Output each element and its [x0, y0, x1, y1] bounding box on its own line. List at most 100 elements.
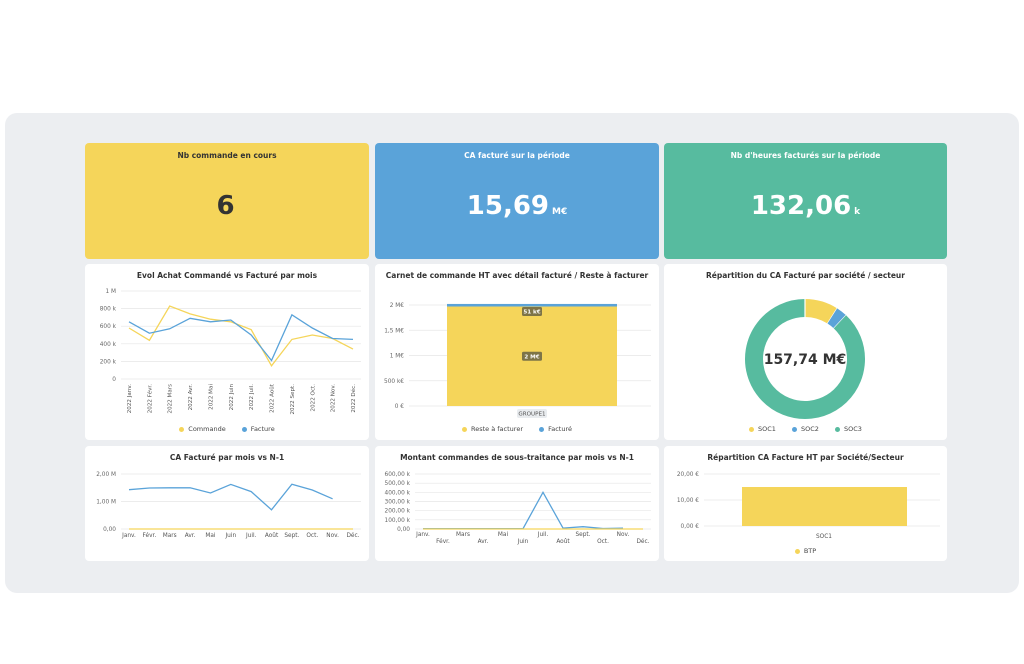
x-tick-label: Avr. — [478, 539, 489, 545]
x-tick-label: Déc. — [636, 538, 649, 545]
y-tick-label: 300,00 k — [385, 500, 411, 506]
y-tick-label: 2,00 M — [96, 472, 116, 478]
data-label-bg — [522, 307, 542, 317]
kpi-card-revenue[interactable]: CA facturé sur la période 15,69 M€ — [375, 143, 659, 259]
y-tick-label: 200 k — [100, 359, 117, 365]
series-line — [128, 313, 354, 362]
legend-item[interactable]: SOC1 — [749, 425, 776, 433]
subcontracting-line-chart: 600,00 k 500,00 k 400,00 k 300,00 k 200,00 k… — [385, 472, 651, 545]
revenue-donut-chart: 157,74 M€ — [745, 299, 865, 419]
kpi-card-orders[interactable]: Nb commande en cours 6 — [85, 143, 369, 259]
kpi-title: CA facturé sur la période — [464, 151, 570, 160]
chart-card-monthly-revenue[interactable]: CA Facturé par mois vs N-1 2,00 M 1,00 M 0… — [85, 446, 369, 561]
chart-card-revenue-split[interactable]: Répartition du CA Facturé par société / … — [664, 264, 947, 440]
x-tick-label: Juin — [224, 533, 236, 539]
y-tick-label: 1,5 M€ — [384, 328, 404, 334]
y-tick-label: 600,00 k — [385, 472, 411, 478]
chart-card-purchases[interactable]: Evol Achat Commandé vs Facturé par mois … — [85, 264, 369, 440]
x-tick-label: Déc. — [346, 532, 359, 539]
x-tick-label: Sept. — [575, 532, 590, 538]
legend-dot — [792, 426, 798, 432]
chart-card-revenue-by-company[interactable]: Répartition CA Facture HT par Société/Se… — [664, 446, 947, 561]
dashboard-board: Nb commande en cours 6 CA facturé sur la… — [5, 113, 1019, 593]
y-tick-label: 1,00 M — [96, 500, 116, 506]
kpi-title: Nb d'heures facturés sur la période — [730, 151, 881, 160]
y-tick-label: 200,00 k — [385, 509, 411, 515]
legend-dot — [179, 426, 185, 432]
x-tick-label: Juil. — [245, 533, 257, 539]
y-tick-label: 1 M€ — [390, 354, 405, 360]
legend-item[interactable]: Reste à facturer — [462, 425, 523, 433]
x-tick-label: Févr. — [143, 532, 157, 539]
x-tick-label: Mai — [498, 532, 509, 538]
y-tick-label: 2 M€ — [390, 303, 405, 309]
series-line — [128, 305, 354, 367]
chart-title: Répartition du CA Facturé par société / … — [706, 271, 905, 280]
y-tick-label: 0 € — [395, 404, 405, 410]
x-tick-label: Janv. — [415, 532, 430, 538]
x-tick-label: Mars — [163, 533, 177, 539]
y-tick-label: 20,00 € — [677, 472, 699, 478]
y-tick-label: 1 M — [105, 289, 116, 295]
x-tick-label: Juil. — [537, 532, 549, 538]
y-tick-label: 800 k — [100, 307, 117, 313]
y-tick-label: 0,00 — [103, 527, 116, 533]
x-tick-label: Mars — [456, 532, 470, 538]
y-tick-label: 500,00 k — [385, 481, 411, 487]
legend-dot — [835, 426, 841, 432]
donut-center-label: 157,74 M€ — [764, 352, 847, 368]
x-tick-label: GROUPE1 — [518, 412, 546, 418]
x-tick-label: Oct. — [597, 539, 609, 545]
x-tick-label: Févr. — [436, 538, 450, 545]
legend-dot — [539, 426, 545, 432]
x-tick-label: Nov. — [617, 532, 630, 538]
x-tick-label: 2022 Août — [269, 383, 276, 413]
x-tick-label: Avr. — [185, 533, 196, 539]
legend-item[interactable]: Commande — [179, 425, 226, 433]
data-label: 2 M€ — [524, 354, 539, 360]
x-tick-label: 2022 Avr. — [188, 384, 194, 411]
y-tick-label: 0,00 € — [681, 524, 700, 530]
kpi-value: 15,69 M€ — [466, 191, 568, 221]
chart-card-subcontracting[interactable]: Montant commandes de sous-traitance par … — [375, 446, 659, 561]
x-tick-label: Oct. — [306, 533, 318, 539]
y-tick-label: 100,00 k — [385, 518, 411, 524]
legend-item[interactable]: BTP — [794, 547, 816, 555]
chart-title: Evol Achat Commandé vs Facturé par mois — [136, 271, 318, 280]
chart-title: Carnet de commande HT avec détail factur… — [385, 271, 649, 280]
kpi-card-hours[interactable]: Nb d'heures facturés sur la période 132,… — [664, 143, 947, 259]
purchases-line-chart: 1 M 800 k 600 k 400 k 200 k 0 2022 Janv. 2022 F… — [100, 289, 361, 415]
x-tick-label: 2022 Oct. — [310, 384, 316, 412]
order-book-bar-chart: 2 M€ 1,5 M€ 1 M€ 500 k€ 0 € 51 k€ 2 M€ GROUPE1 — [384, 303, 651, 418]
revenue-by-company-bar-chart: 20,00 € 10,00 € 0,00 € SOC1 — [677, 472, 940, 540]
legend-item[interactable]: SOC3 — [835, 425, 862, 433]
x-tick-label: Juin — [517, 539, 529, 545]
x-tick-label: 2022 Févr. — [146, 384, 153, 413]
donut-slice — [804, 299, 838, 324]
slice-separator — [826, 308, 838, 324]
x-tick-label: 2022 Juil. — [249, 384, 255, 410]
donut-slice — [827, 308, 847, 329]
legend-dot — [241, 426, 247, 432]
x-tick-label: Janv. — [121, 533, 136, 539]
category-label-bg — [517, 409, 547, 418]
x-tick-label: 2022 Sept. — [290, 384, 296, 415]
legend-item[interactable]: Facturé — [539, 425, 572, 433]
data-label: 51 k€ — [523, 310, 540, 316]
y-tick-label: 400,00 k — [385, 490, 411, 496]
y-tick-label: 0,00 — [397, 527, 410, 533]
x-tick-label: 2022 Mars — [168, 384, 174, 414]
monthly-revenue-line-chart: 2,00 M 1,00 M 0,00 Janv. Févr. Mars Avr. Mai Jui… — [96, 472, 361, 539]
chart-card-order-book[interactable]: Carnet de commande HT avec détail factur… — [375, 264, 659, 440]
kpi-title: Nb commande en cours — [177, 151, 277, 160]
chart-legend: Commande Facture — [85, 425, 369, 433]
y-tick-label: 500 k€ — [384, 379, 404, 385]
y-tick-label: 600 k — [100, 324, 117, 330]
bar-segment — [447, 303, 617, 307]
legend-item[interactable]: SOC2 — [792, 425, 819, 433]
legend-dot — [794, 548, 800, 554]
legend-item[interactable]: Facture — [241, 425, 275, 433]
legend-dot — [749, 426, 755, 432]
series-line — [128, 483, 333, 511]
x-tick-label: 2022 Nov. — [331, 384, 337, 412]
